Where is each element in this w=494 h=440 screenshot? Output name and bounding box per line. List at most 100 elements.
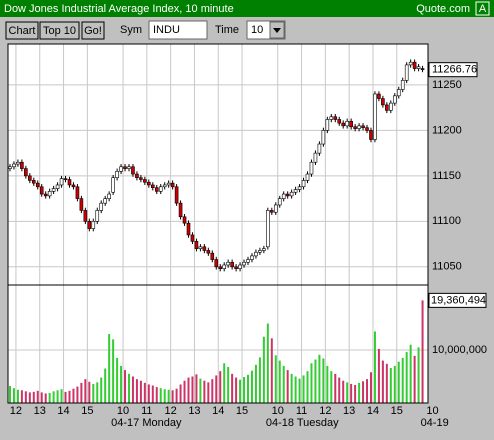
volume-bar <box>163 389 166 403</box>
candle-body <box>87 221 92 229</box>
candle-body <box>150 184 155 188</box>
chart-button-label[interactable]: Chart <box>9 25 36 37</box>
volume-bar <box>282 365 285 403</box>
x-tick-label: 10 <box>426 405 438 417</box>
candle-body <box>305 173 310 181</box>
volume-bar <box>207 382 210 403</box>
go-button[interactable] <box>81 21 105 40</box>
candle-body <box>416 66 421 69</box>
volume-bar <box>322 358 325 403</box>
volume-bar <box>20 390 23 403</box>
volume-bar <box>413 355 416 403</box>
volume-bar <box>116 357 119 403</box>
x-tick-label: 10 <box>272 405 284 417</box>
candle-body <box>143 179 147 183</box>
volume-bar <box>330 371 333 403</box>
volume-bar <box>243 377 246 403</box>
candle-body <box>91 221 96 229</box>
volume-bar <box>409 344 412 403</box>
chart-button[interactable] <box>5 21 39 40</box>
candle-body <box>262 248 266 251</box>
candle-body <box>35 182 40 188</box>
volume-bar <box>342 380 345 403</box>
candle-body <box>131 166 135 175</box>
volume-bar <box>219 371 222 403</box>
volume-bar <box>326 365 329 403</box>
candle-body <box>361 125 365 128</box>
candle-body <box>230 261 234 268</box>
volume-bar <box>72 388 75 403</box>
volume-bar <box>44 393 47 403</box>
volume-bar <box>235 377 238 403</box>
x-tick-label: 10 <box>117 405 129 417</box>
volume-bar <box>274 355 277 403</box>
volume-bar <box>88 381 91 403</box>
candle-body <box>111 177 115 193</box>
volume-bar <box>290 373 293 403</box>
candle-body <box>51 188 56 192</box>
volume-bar <box>131 376 134 403</box>
candle-body <box>166 182 171 186</box>
volume-bar <box>239 379 242 403</box>
time-value[interactable]: 10 <box>251 24 263 36</box>
candle-body <box>127 166 131 169</box>
x-group-label: 04-19 <box>421 417 449 429</box>
symbol-value[interactable]: INDU <box>153 24 180 36</box>
y-tick-label: 11250 <box>432 79 462 91</box>
candle-body <box>12 163 16 168</box>
volume-bar <box>250 370 253 403</box>
y-tick-label: 11050 <box>432 261 462 273</box>
candle-body <box>254 251 258 257</box>
go-button-label[interactable]: Go! <box>84 25 102 37</box>
y-tick-label: 11150 <box>432 170 461 182</box>
x-tick-label: 12 <box>319 405 331 417</box>
candle-body <box>154 187 159 192</box>
x-tick-label: 11 <box>141 405 152 417</box>
volume-bar <box>401 357 404 403</box>
candle-body <box>381 98 385 106</box>
x-tick-label: 13 <box>188 405 200 417</box>
candle-body <box>357 125 361 129</box>
window-title: Dow Jones Industrial Average Index, 10 m… <box>4 3 234 15</box>
candle-body <box>289 191 294 197</box>
candle-body <box>99 202 104 211</box>
window-button-label[interactable]: A <box>479 3 487 15</box>
volume-bar <box>92 383 95 403</box>
title-bar <box>0 0 494 17</box>
last-volume-box <box>428 292 487 308</box>
candle-body <box>210 252 215 260</box>
volume-bar <box>60 389 63 403</box>
candle-body <box>369 130 373 140</box>
candle-body <box>345 121 349 127</box>
volume-bar <box>373 331 376 403</box>
volume-bar <box>52 391 55 403</box>
last-volume-label: 19,360,494 <box>431 294 486 306</box>
window-button[interactable] <box>475 1 490 16</box>
candle-body <box>202 246 207 251</box>
volume-bar <box>112 339 115 403</box>
volume-bar <box>147 384 150 403</box>
volume-bar <box>183 380 186 403</box>
volume-bar <box>262 336 265 403</box>
candle-body <box>186 222 191 236</box>
volume-bar <box>16 389 19 403</box>
candle-body <box>317 143 322 154</box>
x-tick-label: 13 <box>34 405 46 417</box>
candle-body <box>115 171 119 178</box>
volume-bar <box>338 377 341 403</box>
last-price-label: 11266.76 <box>432 64 477 76</box>
candle-body <box>337 119 342 124</box>
symbol-input[interactable] <box>148 20 208 40</box>
candle-body <box>63 178 68 180</box>
volume-bar <box>124 370 127 403</box>
top10-button[interactable] <box>39 21 80 40</box>
x-tick-label: 14 <box>57 405 69 417</box>
symbol-label: Sym <box>120 24 142 36</box>
candle-body <box>258 250 262 253</box>
candle-body <box>20 161 24 169</box>
candle-body <box>79 198 84 211</box>
volume-bar <box>195 374 198 403</box>
volume-bar <box>104 368 107 403</box>
volume-bar <box>266 323 269 403</box>
top10-button-label[interactable]: Top 10 <box>43 25 76 37</box>
